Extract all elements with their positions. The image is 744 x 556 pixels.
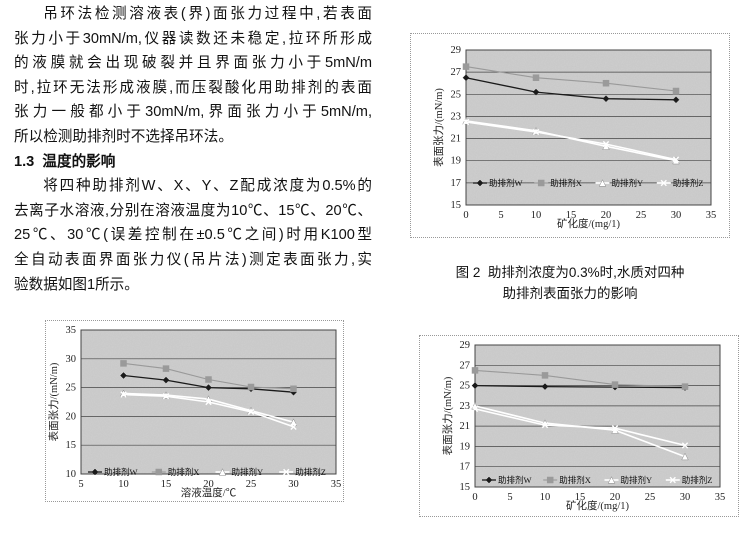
svg-text:助排剂W: 助排剂W: [498, 475, 532, 485]
svg-text:助排剂X: 助排剂X: [559, 475, 591, 485]
svg-text:35: 35: [715, 492, 726, 503]
svg-text:17: 17: [451, 178, 462, 189]
svg-text:助排剂Y: 助排剂Y: [612, 178, 644, 188]
svg-text:5: 5: [78, 479, 83, 490]
svg-text:助排剂X: 助排剂X: [550, 178, 582, 188]
svg-text:25: 25: [246, 479, 257, 490]
svg-text:35: 35: [331, 479, 342, 490]
svg-text:25: 25: [66, 383, 77, 394]
svg-text:27: 27: [451, 67, 462, 78]
svg-text:助排剂Z: 助排剂Z: [682, 475, 713, 485]
svg-text:35: 35: [706, 210, 717, 221]
svg-text:15: 15: [451, 200, 462, 211]
svg-text:27: 27: [460, 360, 471, 371]
svg-text:表面张力/(mN/m): 表面张力/(mN/m): [47, 362, 60, 441]
svg-text:10: 10: [540, 492, 551, 503]
svg-text:15: 15: [460, 482, 471, 493]
svg-text:助排剂Y: 助排剂Y: [232, 467, 264, 477]
svg-text:助排剂W: 助排剂W: [489, 178, 523, 188]
svg-text:29: 29: [451, 45, 462, 56]
svg-text:21: 21: [451, 134, 462, 145]
svg-text:表面张力/(mN/m): 表面张力/(mN/m): [441, 376, 454, 455]
svg-text:30: 30: [680, 492, 691, 503]
svg-text:5: 5: [498, 210, 503, 221]
svg-text:25: 25: [460, 381, 471, 392]
svg-text:助排剂Y: 助排剂Y: [621, 475, 653, 485]
svg-text:0: 0: [463, 210, 468, 221]
svg-text:30: 30: [671, 210, 682, 221]
svg-text:30: 30: [66, 354, 77, 365]
svg-text:19: 19: [460, 441, 471, 452]
svg-text:5: 5: [507, 492, 512, 503]
svg-text:10: 10: [531, 210, 542, 221]
svg-text:21: 21: [460, 421, 471, 432]
svg-text:15: 15: [66, 440, 77, 451]
svg-text:30: 30: [288, 479, 299, 490]
svg-text:表面张力/(mN/m): 表面张力/(mN/m): [432, 88, 445, 167]
svg-text:19: 19: [451, 156, 462, 167]
svg-text:23: 23: [451, 111, 462, 122]
svg-text:助排剂Z: 助排剂Z: [673, 178, 704, 188]
svg-text:0: 0: [472, 492, 477, 503]
svg-text:20: 20: [66, 411, 77, 422]
svg-text:17: 17: [460, 462, 471, 473]
svg-text:助排剂W: 助排剂W: [104, 467, 138, 477]
svg-text:35: 35: [66, 325, 77, 336]
svg-text:助排剂X: 助排剂X: [168, 467, 200, 477]
svg-text:15: 15: [161, 479, 172, 490]
svg-text:25: 25: [645, 492, 656, 503]
svg-text:矿化度/(mg/1): 矿化度/(mg/1): [566, 499, 629, 512]
svg-text:29: 29: [460, 340, 471, 351]
svg-text:矿化度/(mg/1): 矿化度/(mg/1): [557, 217, 620, 230]
svg-text:助排剂Z: 助排剂Z: [295, 467, 326, 477]
svg-text:23: 23: [460, 401, 471, 412]
svg-text:10: 10: [66, 469, 77, 480]
svg-text:25: 25: [636, 210, 647, 221]
svg-text:25: 25: [451, 89, 462, 100]
svg-text:溶液温度/℃: 溶液温度/℃: [181, 486, 237, 499]
svg-text:10: 10: [118, 479, 129, 490]
